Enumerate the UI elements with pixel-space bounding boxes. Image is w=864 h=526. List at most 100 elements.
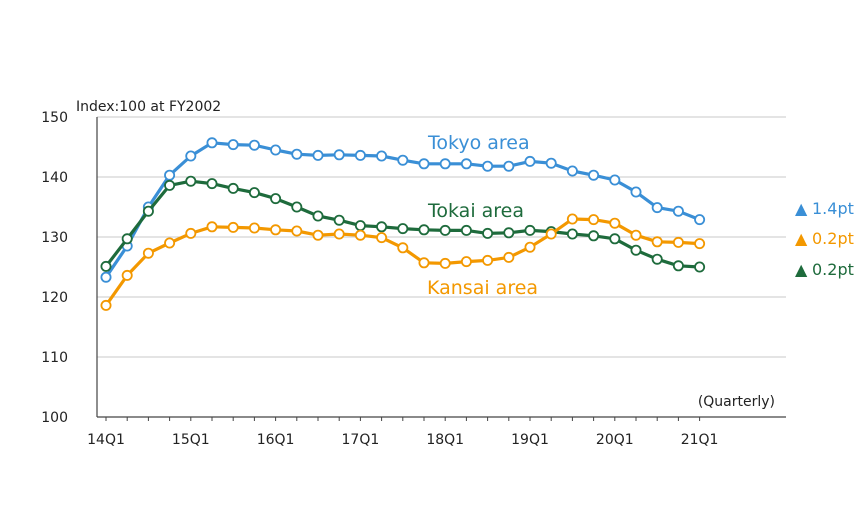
data-point (227, 182, 239, 194)
series-layer (100, 137, 706, 311)
x-axis-ticks: 14Q1 15Q1 16Q1 17Q1 18Q1 19Q1 20Q1 21Q1 (87, 417, 718, 448)
change-label-tokyo: 1.4pt (812, 199, 854, 218)
data-point (397, 242, 409, 254)
series-label-tokyo: Tokyo area (427, 132, 530, 154)
data-point (100, 299, 112, 311)
y-tick-label: 140 (41, 170, 68, 186)
data-point (482, 160, 494, 172)
data-point (418, 257, 430, 269)
data-point (672, 236, 684, 248)
triangle-up-icon: ▲ (795, 199, 808, 218)
data-point (397, 223, 409, 235)
data-point (291, 201, 303, 213)
data-point (206, 137, 218, 149)
data-point (439, 224, 451, 236)
y-tick-label: 100 (41, 410, 68, 426)
data-point (248, 187, 260, 199)
data-point (312, 149, 324, 161)
series-tokyo-area (100, 137, 706, 283)
data-point (503, 160, 515, 172)
x-tick-label: 15Q1 (172, 432, 210, 448)
x-tick-label: 14Q1 (87, 432, 125, 448)
data-point (270, 193, 282, 205)
data-point (248, 139, 260, 151)
data-point (651, 253, 663, 265)
data-point (418, 224, 430, 236)
data-point (354, 229, 366, 241)
data-point (524, 241, 536, 253)
data-point (460, 256, 472, 268)
data-point (439, 257, 451, 269)
data-point (545, 228, 557, 240)
data-point (545, 157, 557, 169)
data-point (164, 169, 176, 181)
data-point (482, 227, 494, 239)
data-point (694, 214, 706, 226)
y-tick-label: 110 (41, 350, 68, 366)
data-point (566, 213, 578, 225)
data-point (248, 222, 260, 234)
data-point (672, 260, 684, 272)
data-point (609, 233, 621, 245)
data-point (588, 169, 600, 181)
gridlines (97, 116, 786, 358)
data-point (333, 149, 345, 161)
y-tick-label: 150 (41, 110, 68, 126)
frequency-note: (Quarterly) (698, 394, 775, 410)
data-point (291, 225, 303, 237)
data-point (333, 214, 345, 226)
data-point (694, 261, 706, 273)
data-point (354, 149, 366, 161)
data-point (588, 230, 600, 242)
data-point (164, 179, 176, 191)
change-label-kansai: 0.2pt (812, 229, 854, 248)
data-point (376, 150, 388, 162)
data-point (460, 224, 472, 236)
data-point (142, 247, 154, 259)
data-point (376, 221, 388, 233)
data-point (609, 217, 621, 229)
data-point (354, 220, 366, 232)
data-point (418, 158, 430, 170)
data-point (312, 229, 324, 241)
data-point (482, 254, 494, 266)
x-tick-label: 17Q1 (342, 432, 380, 448)
data-point (100, 271, 112, 283)
x-tick-label: 19Q1 (511, 432, 549, 448)
x-tick-label: 20Q1 (596, 432, 634, 448)
data-point (588, 214, 600, 226)
data-point (439, 158, 451, 170)
data-point (185, 150, 197, 162)
data-point (694, 238, 706, 250)
series-label-kansai: Kansai area (427, 277, 538, 299)
x-tick-label: 16Q1 (257, 432, 295, 448)
change-tokyo: ▲ 1.4pt (795, 199, 854, 218)
y-tick-label: 130 (41, 230, 68, 246)
data-point (185, 175, 197, 187)
data-point (524, 155, 536, 167)
data-point (100, 260, 112, 272)
data-point (333, 228, 345, 240)
data-point (185, 227, 197, 239)
data-point (630, 229, 642, 241)
data-point (524, 224, 536, 236)
data-point (503, 251, 515, 263)
data-point (206, 221, 218, 233)
data-point (566, 165, 578, 177)
data-point (397, 154, 409, 166)
y-axis-label: Index:100 at FY2002 (76, 99, 221, 115)
series-kansai-area (100, 213, 706, 311)
change-kansai: ▲ 0.2pt (795, 229, 854, 248)
x-tick-label: 21Q1 (681, 432, 719, 448)
data-point (651, 236, 663, 248)
data-point (566, 228, 578, 240)
x-tick-label: 18Q1 (426, 432, 464, 448)
y-axis-ticks: 100 110 120 130 140 150 (41, 110, 68, 426)
data-point (630, 186, 642, 198)
data-point (609, 174, 621, 186)
data-point (291, 148, 303, 160)
data-point (164, 237, 176, 249)
data-point (121, 233, 133, 245)
triangle-up-icon: ▲ (795, 229, 808, 248)
data-point (312, 210, 324, 222)
